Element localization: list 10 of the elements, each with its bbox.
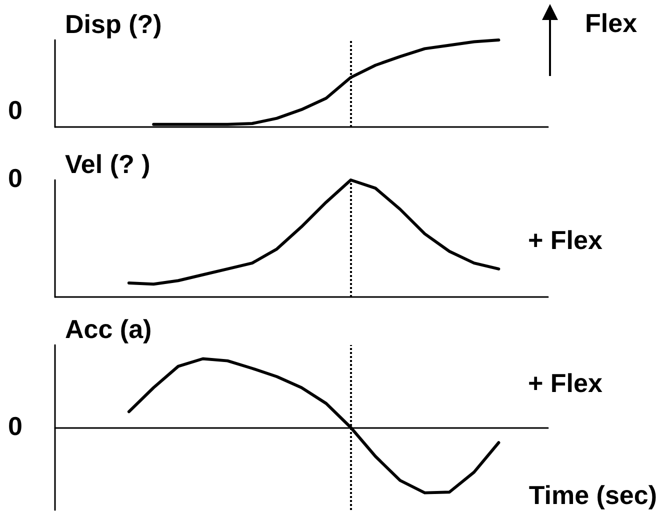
y-axis-title: Disp (?)	[65, 9, 162, 39]
y-axis-title: Acc (a)	[65, 314, 152, 344]
text: 0	[8, 163, 22, 193]
text: Flex	[585, 8, 638, 38]
x-axis-title: Time (sec)	[528, 480, 658, 510]
y-axis-title: Vel (? )	[65, 149, 150, 179]
annotation: + Flex	[528, 225, 603, 255]
annotation: + Flex	[528, 368, 603, 398]
text: 0	[8, 95, 22, 125]
text: 0	[8, 411, 22, 441]
